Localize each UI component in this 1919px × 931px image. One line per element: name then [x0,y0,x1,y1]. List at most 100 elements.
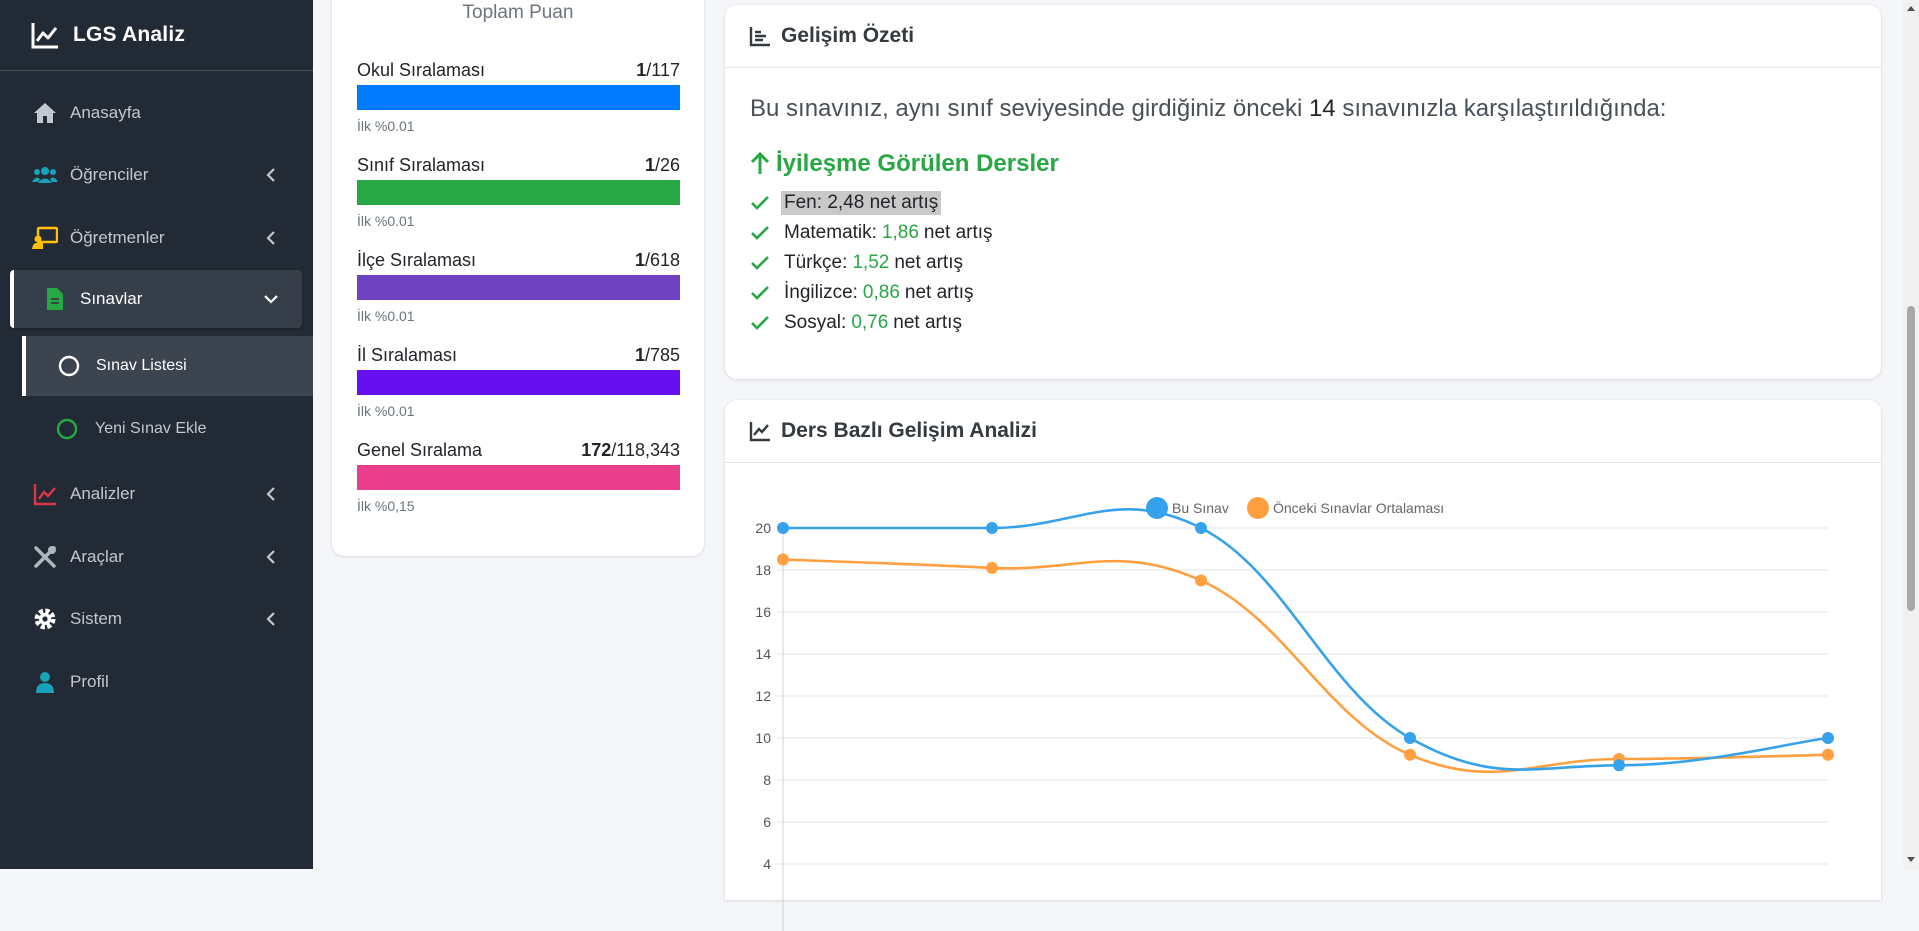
ranking-bar-fill [357,465,680,490]
sidebar: LGS Analiz Anasayfa Öğrenciler Öğretmenl… [0,0,313,869]
circle-icon [56,418,78,440]
ranking-value: 1/618 [634,250,680,270]
scrollbar[interactable] [1903,0,1919,869]
sidebar-item-ogrenciler[interactable]: Öğrenciler [10,146,302,204]
data-point [986,522,998,534]
improvement-item: Sosyal: 0,76 net artış [750,308,993,338]
ranking-bar-fill [357,275,680,300]
gear-icon [34,608,56,630]
chevron-left-icon [266,231,275,245]
ranking-value: 1/785 [634,345,680,365]
sidebar-item-label: Araçlar [70,547,124,566]
ranking-percentile: İlk %0,15 [357,498,415,514]
ranking-name: Sınıf Sıralaması [357,155,486,175]
home-icon [34,103,56,123]
data-point [1404,748,1416,761]
bar-chart-icon [749,27,770,47]
chevron-left-icon [266,487,275,501]
scroll-down-icon[interactable] [1906,855,1916,865]
tools-icon [34,546,56,568]
ranking-bar [357,465,680,490]
ranking-bar-fill [357,370,680,395]
sidebar-item-araclar[interactable]: Araçlar [10,528,302,586]
check-icon [751,226,769,240]
sidebar-item-label: Yeni Sınav Ekle [95,420,207,437]
chart-line-icon [31,23,58,49]
ranking-name: Okul Sıralaması [357,60,486,80]
check-icon [751,256,769,270]
ranking-percentile: İlk %0.01 [357,308,415,324]
total-score-label: Toplam Puan [462,2,574,23]
chevron-left-icon [266,612,275,626]
ranking-bar [357,85,680,110]
brand[interactable]: LGS Analiz [0,0,313,71]
sidebar-item-label: Profil [70,672,109,691]
sidebar-subitem-sinav-listesi[interactable]: Sınav Listesi [22,336,313,396]
improvement-list: Fen: 2,48 net artış Matematik: 1,86 net art… [750,188,993,338]
series-line [783,508,1829,771]
sidebar-item-analizler[interactable]: Analizler [10,465,302,523]
sidebar-subitem-yeni-sinav-ekle[interactable]: Yeni Sınav Ekle [22,399,313,459]
y-tick-label: 16 [755,604,771,620]
check-icon [751,196,769,210]
ranking-bar [357,275,680,300]
teacher-icon [32,226,58,249]
improvement-title: İyileşme Görülen Dersler [750,150,1059,178]
improvement-item: Fen: 2,48 net artış [750,188,993,218]
y-tick-label: 20 [755,520,771,536]
card-title: Ders Bazlı Gelişim Analizi [781,419,1037,442]
card-title: Gelişim Özeti [781,24,915,47]
exam-count: 14 [1308,95,1336,122]
summary-text: Bu sınavınız, aynı sınıf seviyesinde gir… [750,95,1667,122]
analysis-card: Ders Bazlı Gelişim Analizi 20 18 16 14 12 10 8… [725,400,1881,931]
ranking-percentile: İlk %0.01 [357,118,415,134]
chevron-down-icon [264,295,278,304]
ranking-name: İl Sıralaması [357,345,458,365]
chevron-left-icon [266,168,275,182]
data-point [1822,732,1834,744]
ranking-value: 172/118,343 [581,440,680,460]
sidebar-item-label: Anasayfa [70,103,141,122]
sidebar-item-sistem[interactable]: Sistem [10,590,302,648]
sidebar-item-anasayfa[interactable]: Anasayfa [10,84,302,142]
users-icon [32,167,58,183]
sidebar-item-sinavlar[interactable]: Sınavlar [10,270,302,328]
scrollbar-thumb[interactable] [1907,306,1915,611]
chevron-left-icon [266,550,275,564]
sidebar-item-label: Öğrenciler [70,165,149,184]
ranking-name: Genel Sıralama [357,440,483,460]
sidebar-item-profil[interactable]: Profil [10,653,302,711]
card-header: Ders Bazlı Gelişim Analizi [725,400,1881,463]
improvement-item: Matematik: 1,86 net artış [750,218,993,248]
ranking-bar-fill [357,180,680,205]
data-point [777,522,789,534]
check-icon [751,316,769,330]
ranking-percentile: İlk %0.01 [357,403,415,419]
sidebar-item-label: Sınav Listesi [96,357,187,374]
sidebar-item-ogretmenler[interactable]: Öğretmenler [10,209,302,267]
data-point [1822,748,1834,761]
check-icon [751,286,769,300]
legend-marker [1247,497,1269,519]
data-point [1613,759,1625,772]
legend-label: Bu Sınav [1172,500,1229,516]
ranking-bar-fill [357,85,680,110]
ranking-value: 1/117 [636,60,680,80]
legend-marker [1146,497,1168,519]
improvement-item: İngilizce: 0,86 net artış [750,278,993,308]
y-tick-label: 8 [763,772,771,788]
sidebar-item-label: Analizler [70,484,136,503]
user-icon [36,672,54,693]
y-tick-label: 6 [763,814,771,830]
y-tick-label: 18 [755,562,771,578]
y-tick-label: 14 [755,646,771,662]
data-point [777,553,789,566]
data-point [1404,732,1416,744]
scroll-up-icon[interactable] [1906,3,1916,13]
data-point [1195,574,1207,587]
sidebar-item-label: Öğretmenler [70,228,165,247]
rankings-card: Toplam Puan Okul Sıralaması 1/117 İlk %0.0… [332,0,704,556]
y-tick-label: 10 [755,730,771,746]
file-icon [47,288,63,310]
brand-text: LGS Analiz [73,23,186,46]
